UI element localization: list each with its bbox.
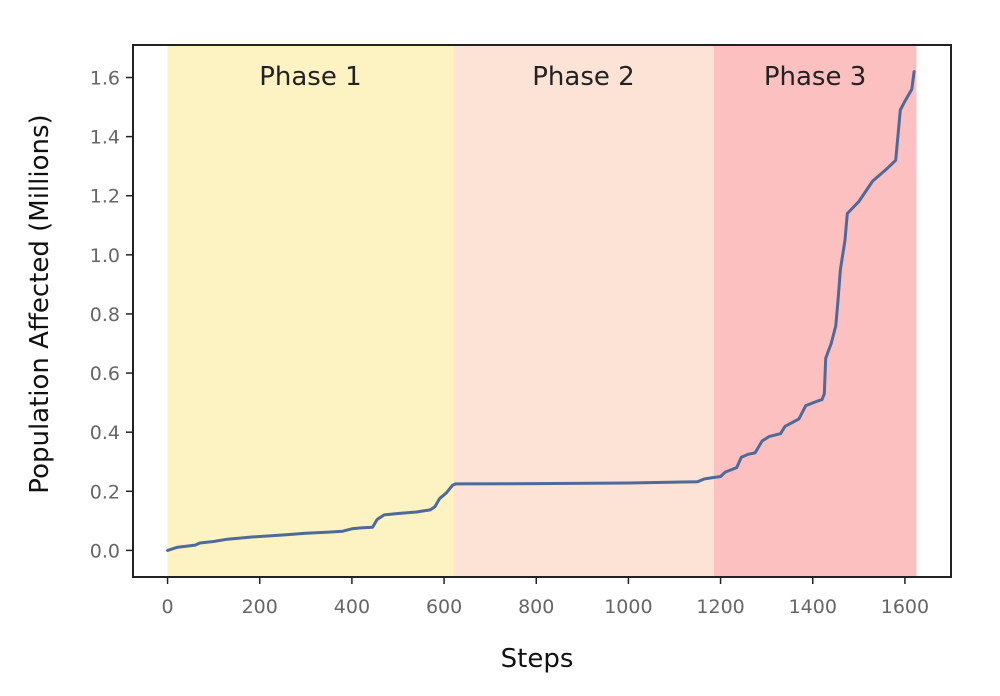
x-tick-label: 0 <box>162 596 174 618</box>
y-axis-title: Population Affected (Millions) <box>25 114 55 493</box>
x-tick-label: 600 <box>426 596 462 618</box>
x-tick-label: 1400 <box>789 596 837 618</box>
y-tick-label: 1.0 <box>90 245 120 267</box>
series-line-1 <box>166 70 916 552</box>
x-tick-label: 1200 <box>696 596 744 618</box>
phase-label-2: Phase 2 <box>532 62 634 92</box>
x-tick-label: 1600 <box>881 596 929 618</box>
y-tick-label: 1.6 <box>90 68 120 90</box>
x-axis: 0 200 400 600 800 1000 1200 1400 1600 <box>162 577 929 618</box>
phase-bands: Phase 1 Phase 2 Phase 3 <box>167 46 917 576</box>
x-tick-label: 400 <box>334 596 370 618</box>
y-tick-label: 0.0 <box>90 540 120 562</box>
y-tick-label: 1.4 <box>90 127 120 149</box>
y-tick-label: 1.2 <box>90 186 120 208</box>
x-tick-label: 800 <box>518 596 554 618</box>
y-tick-label: 0.8 <box>90 304 120 326</box>
phase-band-3 <box>713 46 917 576</box>
y-tick-label: 0.4 <box>90 422 120 444</box>
phase-band-2 <box>453 46 714 576</box>
phase-label-3: Phase 3 <box>764 62 866 92</box>
y-axis: 0.0 0.2 0.4 0.6 0.8 1.0 1.2 1.4 1.6 <box>90 68 133 562</box>
y-tick-label: 0.6 <box>90 363 120 385</box>
plot-frame <box>132 44 952 578</box>
x-tick-label: 1000 <box>604 596 652 618</box>
x-tick-label: 200 <box>242 596 278 618</box>
phase-band-1 <box>167 46 454 576</box>
x-axis-title: Steps <box>501 644 574 674</box>
series-layer <box>166 70 916 552</box>
y-tick-label: 0.2 <box>90 481 120 503</box>
phase-label-1: Phase 1 <box>259 62 361 92</box>
